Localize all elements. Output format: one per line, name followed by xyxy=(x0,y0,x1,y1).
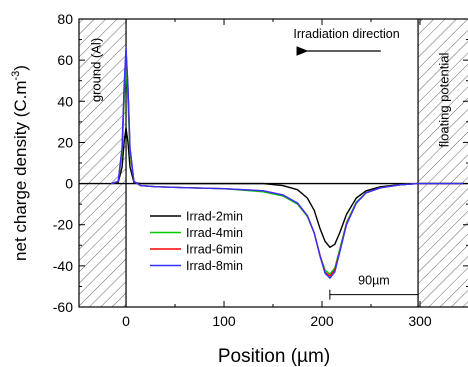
legend-label: Irrad-8min xyxy=(186,259,243,273)
ground-region xyxy=(79,19,127,307)
y-axis-label-superscript: -3 xyxy=(10,71,22,81)
y-axis-label-main: net charge density (C.m xyxy=(11,80,30,260)
y-tick-label: -60 xyxy=(53,299,73,315)
series-line-1 xyxy=(111,127,465,248)
ground-label: ground (Al) xyxy=(89,38,104,102)
y-tick-label: 0 xyxy=(65,176,73,192)
legend-label: Irrad-6min xyxy=(186,243,243,257)
y-tick-label: 40 xyxy=(57,93,73,109)
y-tick-label: 80 xyxy=(57,11,73,27)
x-tick-label: 0 xyxy=(122,313,130,329)
series-group xyxy=(111,47,465,279)
span-label: 90µm xyxy=(358,274,390,288)
y-tick-label: -40 xyxy=(53,258,73,274)
series-line-2 xyxy=(111,65,465,275)
y-axis-label-close: ) xyxy=(11,65,30,71)
y-axis-label: net charge density (C.m-3) xyxy=(10,65,30,261)
legend-label: Irrad-4min xyxy=(186,226,243,240)
plot-frame xyxy=(78,18,468,308)
x-tick-label: 100 xyxy=(212,313,236,329)
x-tick-label: 200 xyxy=(310,313,334,329)
series-line-3 xyxy=(111,49,465,277)
irradiation-direction-label: Irradiation direction xyxy=(293,27,399,41)
y-tick-label: 20 xyxy=(57,134,73,150)
legend: Irrad-2min Irrad-4min Irrad-6min Irrad-8min xyxy=(150,210,243,273)
series-line-4 xyxy=(111,47,465,279)
floating-potential-region xyxy=(418,19,468,307)
span-annotation xyxy=(329,289,419,300)
x-axis-label: Position (µm) xyxy=(218,346,330,367)
y-tick-label: 60 xyxy=(57,52,73,68)
x-tick-label: 300 xyxy=(408,313,432,329)
legend-label: Irrad-2min xyxy=(186,210,243,224)
floating-potential-label: floating potential xyxy=(437,53,452,148)
y-tick-label: -20 xyxy=(53,217,73,233)
